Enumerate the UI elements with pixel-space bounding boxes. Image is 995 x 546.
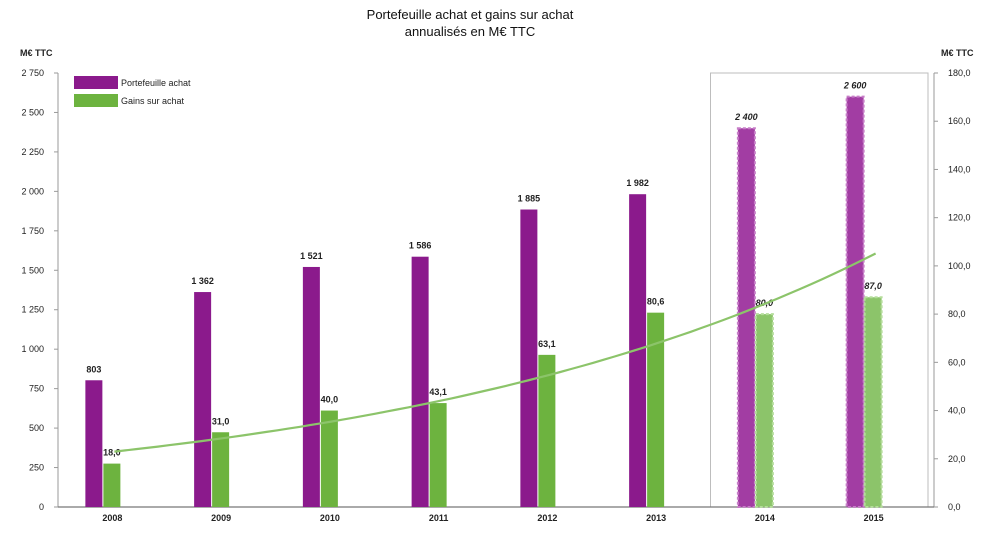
right-tick-label: 140,0 [948, 164, 971, 174]
right-tick-label: 180,0 [948, 68, 971, 78]
left-tick-label: 2 500 [21, 107, 44, 117]
legend-label-gains-sur-achat: Gains sur achat [121, 96, 185, 106]
data-label-gains-sur-achat: 80,6 [647, 297, 665, 307]
legend-swatch-gains-sur-achat [74, 94, 118, 107]
data-label-portefeuille-achat: 1 362 [191, 276, 214, 286]
data-label-portefeuille-achat: 2 400 [734, 112, 758, 122]
data-label-portefeuille-achat: 1 982 [626, 178, 649, 188]
right-tick-label: 120,0 [948, 213, 971, 223]
left-tick-label: 1 750 [21, 226, 44, 236]
left-tick-label: 500 [29, 423, 44, 433]
x-tick-label: 2008 [102, 513, 122, 523]
legend-label-portefeuille-achat: Portefeuille achat [121, 78, 191, 88]
right-tick-label: 40,0 [948, 406, 966, 416]
left-tick-label: 2 000 [21, 186, 44, 196]
bar-gains-sur-achat[interactable] [647, 312, 665, 507]
left-tick-label: 2 750 [21, 68, 44, 78]
data-label-gains-sur-achat: 43,1 [429, 387, 447, 397]
right-tick-label: 20,0 [948, 454, 966, 464]
x-tick-label: 2009 [211, 513, 231, 523]
chart-title-line2: annualisés en M€ TTC [405, 24, 536, 39]
right-tick-label: 160,0 [948, 116, 971, 126]
data-label-portefeuille-achat: 1 586 [409, 241, 432, 251]
left-tick-label: 250 [29, 463, 44, 473]
left-tick-label: 1 000 [21, 344, 44, 354]
right-tick-label: 0,0 [948, 502, 961, 512]
legend-swatch-portefeuille-achat [74, 76, 118, 89]
bar-portefeuille-achat[interactable] [302, 266, 320, 507]
bar-gains-sur-achat[interactable] [103, 463, 121, 507]
right-tick-label: 60,0 [948, 357, 966, 367]
x-tick-label: 2013 [646, 513, 666, 523]
bar-portefeuille-achat[interactable] [736, 127, 756, 508]
left-tick-label: 1 500 [21, 265, 44, 275]
left-axis-unit: M€ TTC [20, 48, 53, 58]
bar-gains-sur-achat[interactable] [538, 354, 556, 507]
bar-portefeuille-achat[interactable] [629, 194, 647, 508]
right-axis-unit: M€ TTC [941, 48, 974, 58]
data-label-portefeuille-achat: 1 885 [518, 194, 541, 204]
x-tick-label: 2010 [320, 513, 340, 523]
left-tick-label: 0 [39, 502, 44, 512]
left-tick-label: 750 [29, 384, 44, 394]
bar-gains-sur-achat[interactable] [429, 403, 447, 507]
left-tick-label: 1 250 [21, 305, 44, 315]
x-tick-label: 2012 [537, 513, 557, 523]
bar-gains-sur-achat[interactable] [320, 410, 338, 507]
bar-portefeuille-achat[interactable] [845, 95, 865, 508]
right-tick-label: 80,0 [948, 309, 966, 319]
chart-title-line1: Portefeuille achat et gains sur achat [367, 7, 574, 22]
left-tick-label: 2 250 [21, 147, 44, 157]
bar-gains-sur-achat[interactable] [212, 432, 230, 507]
bar-gains-sur-achat[interactable] [863, 296, 883, 508]
data-label-gains-sur-achat: 63,1 [538, 339, 556, 349]
data-label-portefeuille-achat: 803 [86, 364, 101, 374]
x-tick-label: 2011 [429, 513, 449, 523]
data-label-gains-sur-achat: 87,0 [864, 281, 882, 291]
bar-gains-sur-achat[interactable] [754, 313, 774, 508]
plot-area: 0 250 500 750 1 000 1 250 1 500 1 750 2 000 2 250… [21, 68, 970, 523]
data-label-gains-sur-achat: 18,0 [103, 448, 121, 458]
data-label-portefeuille-achat: 2 600 [843, 81, 867, 91]
x-tick-label: 2015 [864, 513, 884, 523]
bar-portefeuille-achat[interactable] [85, 380, 103, 507]
data-label-portefeuille-achat: 1 521 [300, 251, 323, 261]
right-tick-label: 100,0 [948, 261, 971, 271]
data-label-gains-sur-achat: 31,0 [212, 416, 230, 426]
trendline-gains-sur-achat [114, 252, 877, 453]
data-label-gains-sur-achat: 40,0 [321, 395, 339, 405]
bar-portefeuille-achat[interactable] [520, 209, 538, 507]
bar-portefeuille-achat[interactable] [194, 292, 212, 507]
bar-portefeuille-achat[interactable] [411, 256, 429, 507]
x-tick-label: 2014 [755, 513, 775, 523]
